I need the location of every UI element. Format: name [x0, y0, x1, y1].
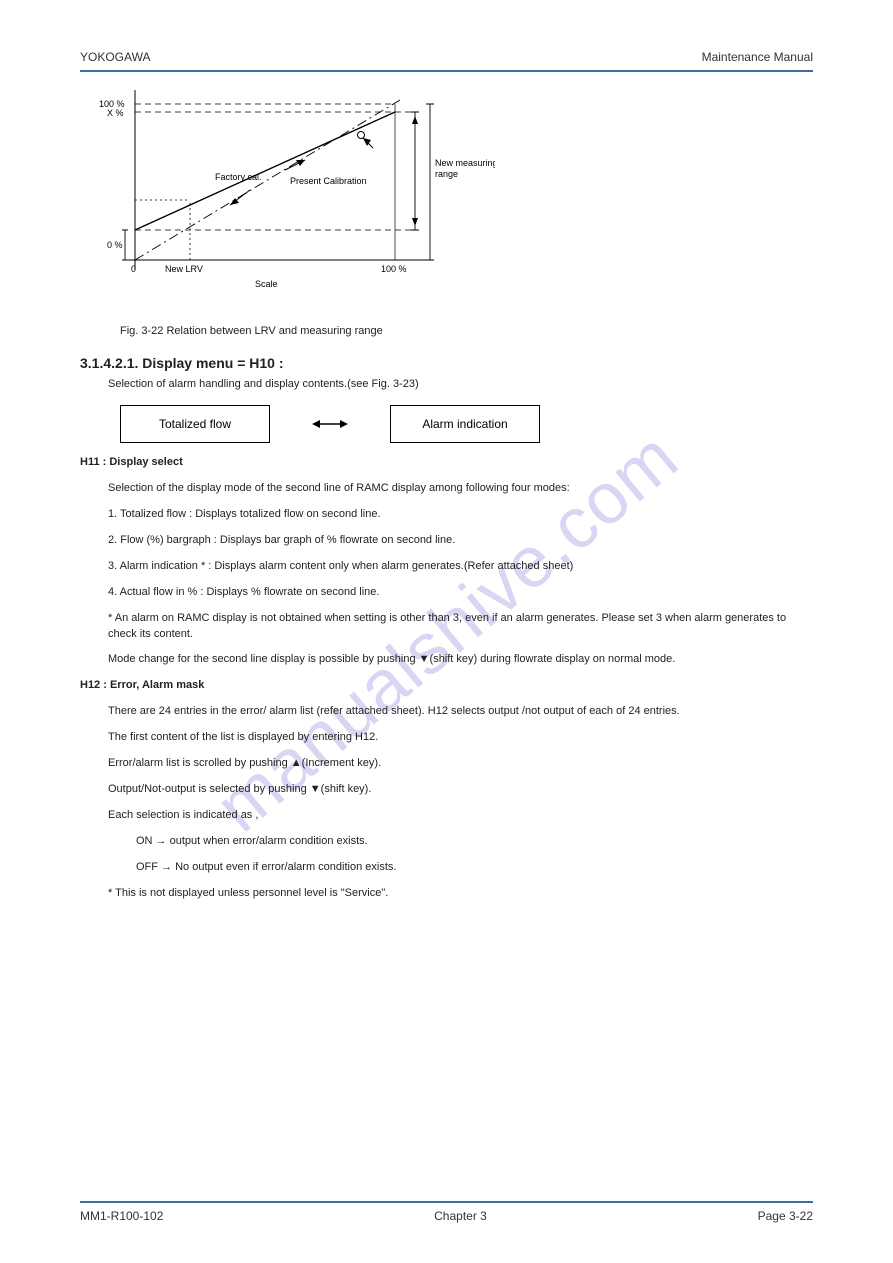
- h12-l0: The first content of the list is display…: [108, 730, 813, 746]
- lbl-y0: 0 %: [107, 240, 123, 250]
- lbl-present: Present Calibration: [290, 176, 367, 186]
- h11-mode3: 4. Actual flow in % : Displays % flowrat…: [108, 585, 813, 601]
- footer-right: Page 3-22: [758, 1209, 813, 1223]
- box-alarm: Alarm indication: [390, 405, 540, 443]
- h12-l1: Error/alarm list is scrolled by pushing …: [108, 756, 813, 772]
- header-right: Maintenance Manual: [702, 50, 813, 64]
- h12-l4: ON → output when error/alarm condition e…: [136, 834, 813, 850]
- lbl-range1: New measuring: [435, 158, 495, 168]
- lbl-yX: X %: [107, 108, 124, 118]
- section-h10-title: 3.1.4.2.1. Display menu = H10 :: [80, 355, 813, 371]
- double-arrow-icon: [310, 415, 350, 433]
- header-left: YOKOGAWA: [80, 50, 150, 64]
- page-footer: MM1-R100-102 Chapter 3 Page 3-22: [80, 1201, 813, 1223]
- h12-l5: OFF → No output even if error/alarm cond…: [136, 860, 813, 876]
- h12-heading: H12 : Error, Alarm mask: [80, 678, 813, 694]
- rule-top: [80, 70, 813, 72]
- display-toggle-illustration: Totalized flow Alarm indication: [120, 405, 813, 443]
- h12-body: There are 24 entries in the error/ alarm…: [108, 704, 813, 720]
- chart-svg: 100 % X % 0 % 0 New LRV 100 % Scale Fact…: [95, 80, 495, 310]
- h11-body: Selection of the display mode of the sec…: [108, 481, 813, 497]
- calibration-chart: 100 % X % 0 % 0 New LRV 100 % Scale Fact…: [95, 80, 813, 315]
- footer-left: MM1-R100-102: [80, 1209, 163, 1223]
- h11-modeswitch: Mode change for the second line display …: [108, 652, 813, 668]
- footer-center: Chapter 3: [434, 1209, 487, 1223]
- box-totalized: Totalized flow: [120, 405, 270, 443]
- intro-para: Selection of alarm handling and display …: [108, 377, 813, 393]
- h11-mode2: 3. Alarm indication * : Displays alarm c…: [108, 559, 813, 575]
- lbl-x0: 0: [131, 264, 136, 274]
- h12-l2: Output/Not-output is selected by pushing…: [108, 782, 813, 798]
- h12-tail: * This is not displayed unless personnel…: [108, 886, 813, 902]
- h12-l3: Each selection is indicated as ,: [108, 808, 813, 824]
- lbl-xaxis: Scale: [255, 279, 278, 289]
- lbl-x100: 100 %: [381, 264, 407, 274]
- lbl-range2: range: [435, 169, 458, 179]
- h11-mode1: 2. Flow (%) bargraph : Displays bar grap…: [108, 533, 813, 549]
- h11-mode0: 1. Totalized flow : Displays totalized f…: [108, 507, 813, 523]
- lbl-factory: Factory cal.: [215, 172, 262, 182]
- h11-footnote: * An alarm on RAMC display is not obtain…: [108, 611, 813, 643]
- lbl-xLRV: New LRV: [165, 264, 203, 274]
- figure-caption: Fig. 3-22 Relation between LRV and measu…: [120, 325, 813, 337]
- h11-heading: H11 : Display select: [80, 455, 813, 471]
